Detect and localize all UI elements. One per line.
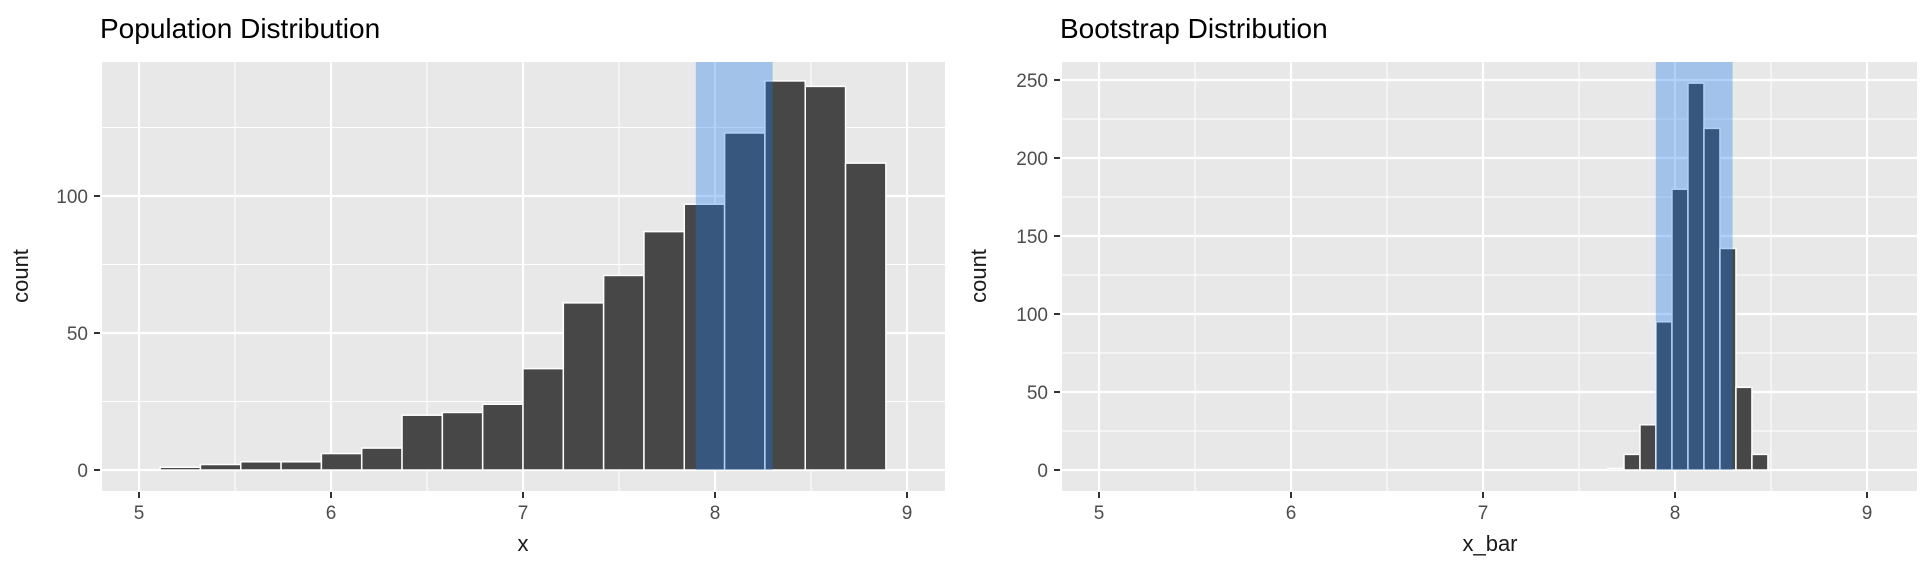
histogram-bar [522, 367, 565, 471]
highlight-band [1655, 62, 1733, 470]
x-axis-tick-label: 8 [1670, 503, 1681, 524]
population-x-axis-title: x [518, 531, 529, 556]
y-axis-tick-label: 100 [1016, 305, 1048, 326]
histogram-bar [804, 85, 847, 471]
y-axis-tick-label: 200 [1016, 149, 1048, 170]
y-axis-tick-label: 0 [77, 461, 88, 482]
histogram-bar [643, 230, 686, 471]
histogram-bar [1607, 467, 1625, 471]
x-axis-tick-label: 7 [1478, 503, 1489, 524]
histogram-bar [481, 403, 524, 471]
x-axis-tick-label: 8 [710, 503, 721, 524]
y-axis-tick-label: 250 [1016, 71, 1048, 92]
y-axis-tick-label: 150 [1016, 227, 1048, 248]
histogram-bar [562, 302, 605, 471]
bootstrap-x-axis-title: x_bar [1462, 531, 1517, 556]
panel-background [1062, 62, 1917, 491]
histogram-bar [441, 411, 484, 471]
bootstrap-chart-title: Bootstrap Distribution [1060, 13, 1328, 44]
histogram-bar [844, 162, 887, 471]
x-axis-tick-label: 5 [1094, 503, 1105, 524]
histogram-bar [240, 461, 282, 471]
histogram-bar [1639, 424, 1657, 471]
histogram-bar [602, 274, 645, 471]
histogram-bar [1735, 386, 1753, 471]
bootstrap-distribution-chart: 5 6 7 8 9 0 50 100 150 200 250 [1016, 62, 1917, 524]
y-axis-tick-label: 50 [1027, 383, 1048, 404]
histogram-bar [1719, 247, 1737, 471]
histogram-bar [401, 414, 444, 471]
histogram-bar [320, 452, 363, 471]
population-y-axis-title: count [8, 249, 33, 303]
x-axis-tick-label: 9 [902, 503, 913, 524]
y-axis-tick-label: 100 [56, 187, 88, 208]
histogram-bar [360, 447, 403, 471]
x-axis-tick-label: 6 [1286, 503, 1297, 524]
x-axis-tick-label: 5 [134, 503, 145, 524]
histogram-bar [1623, 453, 1641, 471]
histogram-bar [280, 461, 323, 471]
y-axis-tick-label: 0 [1037, 461, 1048, 482]
x-axis-tick-label: 9 [1862, 503, 1873, 524]
histogram-bar [1751, 453, 1769, 471]
x-axis-tick-label: 6 [326, 503, 337, 524]
histogram-bar [199, 463, 242, 471]
highlight-band [695, 62, 773, 470]
y-axis-tick-label: 50 [67, 324, 88, 345]
population-chart-title: Population Distribution [100, 13, 380, 44]
histogram-bar [159, 466, 202, 471]
x-axis-tick-label: 7 [518, 503, 529, 524]
population-distribution-chart: 5 6 7 8 9 0 50 100 [56, 62, 945, 524]
histogram-bar [723, 132, 766, 471]
bootstrap-y-axis-title: count [966, 249, 991, 303]
